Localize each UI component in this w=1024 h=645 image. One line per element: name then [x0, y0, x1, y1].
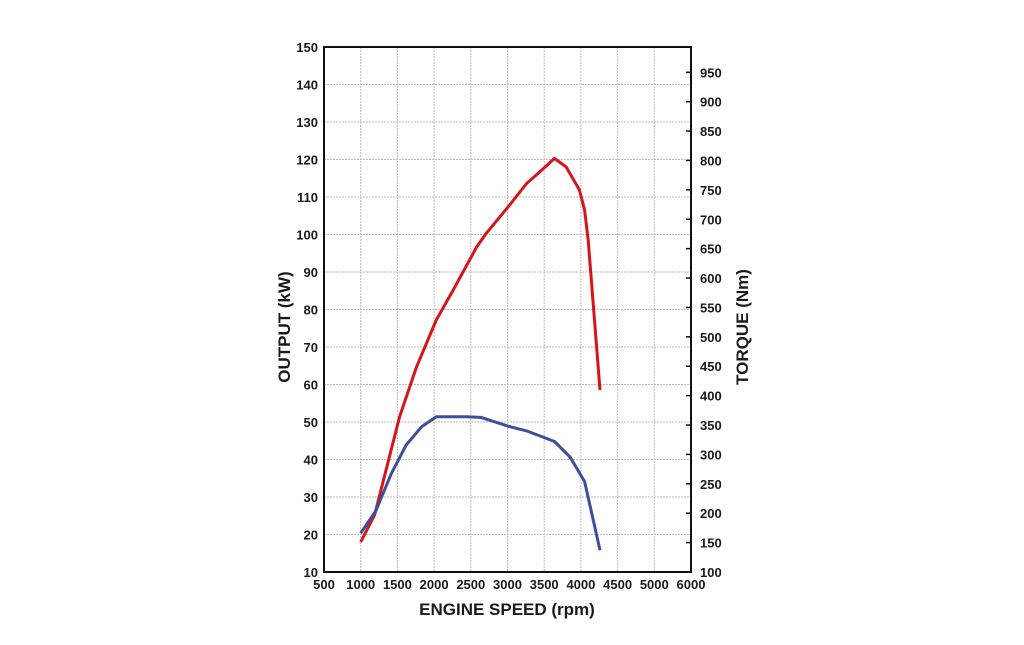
- x-tick-label: 2500: [456, 577, 485, 592]
- y2-tick-label: 200: [700, 506, 722, 521]
- y-tick-label: 70: [304, 340, 318, 355]
- x-tick-label: 5000: [640, 577, 669, 592]
- y2-tick-label: 950: [700, 65, 722, 80]
- y2-tick-label: 350: [700, 418, 722, 433]
- y-tick-label: 20: [304, 528, 318, 543]
- y2-tick-label: 850: [700, 124, 722, 139]
- y-tick-label: 90: [304, 265, 318, 280]
- y2-tick-label: 750: [700, 183, 722, 198]
- y-axis-label-left: OUTPUT (kW): [275, 271, 294, 382]
- y-tick-label: 40: [304, 453, 318, 468]
- y2-tick-label: 100: [700, 565, 722, 580]
- x-tick-label: 3500: [530, 577, 559, 592]
- y2-tick-label: 250: [700, 477, 722, 492]
- y-tick-label: 10: [304, 565, 318, 580]
- y2-tick-label: 600: [700, 271, 722, 286]
- x-tick-label: 4500: [603, 577, 632, 592]
- y-axis-label-right: TORQUE (Nm): [733, 269, 752, 385]
- y2-tick-label: 800: [700, 153, 722, 168]
- series-line-output: [361, 158, 600, 542]
- y2-tick-label: 550: [700, 300, 722, 315]
- y2-tick-label: 150: [700, 536, 722, 551]
- y-tick-label: 120: [296, 153, 318, 168]
- y2-tick-label: 700: [700, 212, 722, 227]
- y2-tick-label: 900: [700, 95, 722, 110]
- y-tick-label: 30: [304, 490, 318, 505]
- x-tick-label: 2000: [420, 577, 449, 592]
- tick-labels: 500 1000 1500 2000 2500 3000 3500 4000 4500 5000 6…: [296, 40, 721, 592]
- y-tick-label: 50: [304, 415, 318, 430]
- x-tick-label: 3000: [493, 577, 522, 592]
- y2-tick-label: 300: [700, 447, 722, 462]
- series-layer: [361, 158, 600, 550]
- series-line-torque: [361, 417, 600, 550]
- y-tick-label: 110: [297, 190, 318, 205]
- x-tick-label: 1500: [383, 577, 412, 592]
- y-tick-label: 150: [296, 40, 318, 55]
- y2-tick-label: 450: [700, 359, 722, 374]
- x-tick-label: 1000: [346, 577, 375, 592]
- x-axis-label: ENGINE SPEED (rpm): [419, 600, 595, 619]
- y2-tick-label: 500: [700, 330, 722, 345]
- y2-tick-label: 650: [700, 242, 722, 257]
- y-tick-label: 80: [304, 303, 318, 318]
- x-tick-label: 4000: [566, 577, 595, 592]
- y-tick-label: 100: [296, 228, 318, 243]
- y-tick-label: 130: [296, 115, 318, 130]
- y2-tick-label: 400: [700, 389, 722, 404]
- y-tick-label: 60: [304, 378, 318, 393]
- y-tick-label: 140: [296, 78, 318, 93]
